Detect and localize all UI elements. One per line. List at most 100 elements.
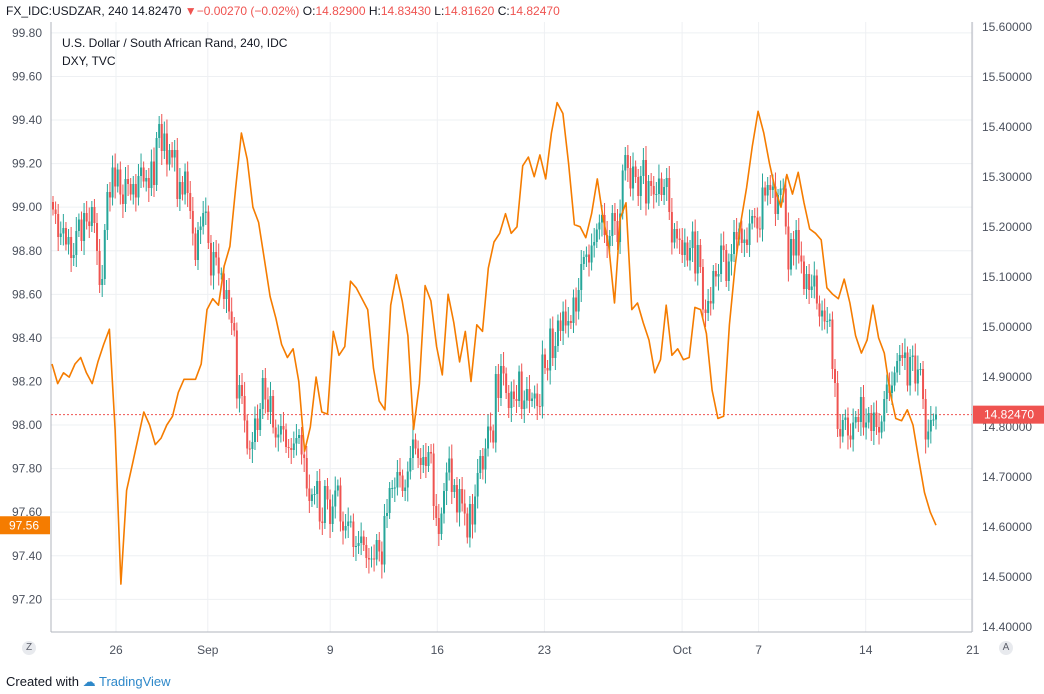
candle-body — [137, 176, 140, 198]
last-price-badge-text: 14.82470 — [984, 408, 1034, 422]
candle-body — [424, 457, 427, 466]
candle-body — [93, 207, 96, 223]
candle-body — [147, 178, 150, 188]
price-change: −0.00270 (−0.02%) — [196, 4, 300, 18]
candle-body — [865, 422, 868, 428]
candle-body — [114, 167, 117, 187]
candle-body — [644, 160, 647, 204]
auto-scale-button[interactable]: A — [999, 641, 1013, 655]
candle-body — [463, 503, 466, 514]
candle-body — [626, 155, 629, 168]
candle-body — [660, 178, 663, 195]
candle-body — [186, 171, 189, 193]
x-tick-label: 23 — [538, 643, 552, 657]
candle-body — [487, 426, 490, 449]
candle-body — [176, 150, 179, 199]
candle-body — [834, 369, 837, 383]
candle-body — [326, 486, 329, 500]
candle-body — [699, 245, 702, 267]
candle-body — [551, 328, 554, 358]
left-tick-label: 97.40 — [12, 549, 42, 563]
x-tick-label: Oct — [673, 643, 692, 657]
candle-body — [642, 160, 645, 176]
candle-body — [145, 178, 148, 182]
tradingview-logo-icon[interactable]: ☁ — [82, 674, 96, 689]
candle-body — [582, 257, 585, 264]
candle-body — [569, 321, 572, 323]
x-tick-label: 9 — [327, 643, 334, 657]
candle-body — [448, 458, 451, 473]
candle-body — [520, 371, 523, 409]
candle-body — [795, 230, 798, 256]
candle-body — [826, 321, 829, 322]
dxy-last-badge — [0, 516, 50, 535]
grid — [51, 22, 974, 632]
candle-body — [914, 355, 917, 384]
candle-body — [83, 213, 86, 241]
candle-body — [678, 238, 681, 240]
candle-body — [171, 150, 174, 158]
x-tick-label: 7 — [755, 643, 762, 657]
candle-body — [632, 166, 635, 189]
candle-body — [323, 486, 326, 523]
candle-body — [774, 186, 777, 214]
candle-body — [375, 540, 378, 560]
candle-body — [54, 209, 57, 214]
candle-body — [427, 452, 430, 466]
symbol-label[interactable]: FX_IDC:USDZAR, 240 — [6, 4, 129, 18]
candle-body — [885, 384, 888, 399]
candle-body — [909, 357, 912, 386]
candle-body — [207, 211, 210, 243]
candle-body — [373, 558, 376, 560]
candle-body — [243, 396, 246, 421]
candle-body — [577, 290, 580, 312]
candle-body — [393, 487, 396, 489]
zoom-button[interactable]: Z — [22, 641, 36, 655]
right-tick-label: 15.60000 — [982, 20, 1032, 34]
candle-body — [285, 429, 288, 447]
candle-body — [890, 385, 893, 393]
candle-body — [155, 138, 158, 185]
candle-body — [543, 354, 546, 368]
candle-body — [502, 366, 505, 374]
candle-body — [471, 504, 474, 525]
candle-body — [769, 185, 772, 190]
candle-body — [859, 397, 862, 422]
candle-body — [720, 245, 723, 274]
candle-body — [70, 237, 73, 258]
candle-body — [380, 551, 383, 565]
candle-body — [272, 396, 275, 428]
dxy-series — [51, 101, 937, 585]
candle-body — [839, 429, 842, 437]
candle-body — [331, 506, 334, 524]
candle-body — [150, 161, 153, 188]
candle-body — [657, 178, 660, 194]
candle-body — [725, 250, 728, 281]
candle-body — [347, 521, 350, 526]
candle-body — [686, 242, 689, 261]
candle-body — [383, 516, 386, 565]
candle-body — [455, 485, 458, 513]
candle-body — [354, 546, 357, 547]
candle-body — [875, 412, 878, 427]
candle-body — [365, 545, 368, 558]
candle-body — [846, 417, 849, 436]
footer-brand[interactable]: TradingView — [99, 674, 171, 689]
candle-body — [683, 242, 686, 255]
candle-body — [261, 378, 264, 409]
price-chart[interactable]: 99.80 99.60 99.40 99.20 99.00 98.80 98.60 98.40… — [0, 0, 1044, 670]
candle-body — [802, 261, 805, 289]
candle-body — [523, 400, 526, 409]
candle-body — [704, 309, 707, 313]
candle-body — [709, 301, 712, 304]
candle-body — [507, 393, 510, 408]
candle-body — [329, 499, 332, 524]
left-tick-label: 99.60 — [12, 69, 42, 83]
candle-body — [932, 419, 935, 421]
right-tick-label: 14.60000 — [982, 520, 1032, 534]
candle-body — [823, 310, 826, 322]
footer-prefix: Created with — [6, 674, 79, 689]
left-tick-label: 98.20 — [12, 374, 42, 388]
footer: Created with ☁ TradingView — [0, 670, 406, 694]
candle-body — [88, 221, 91, 226]
